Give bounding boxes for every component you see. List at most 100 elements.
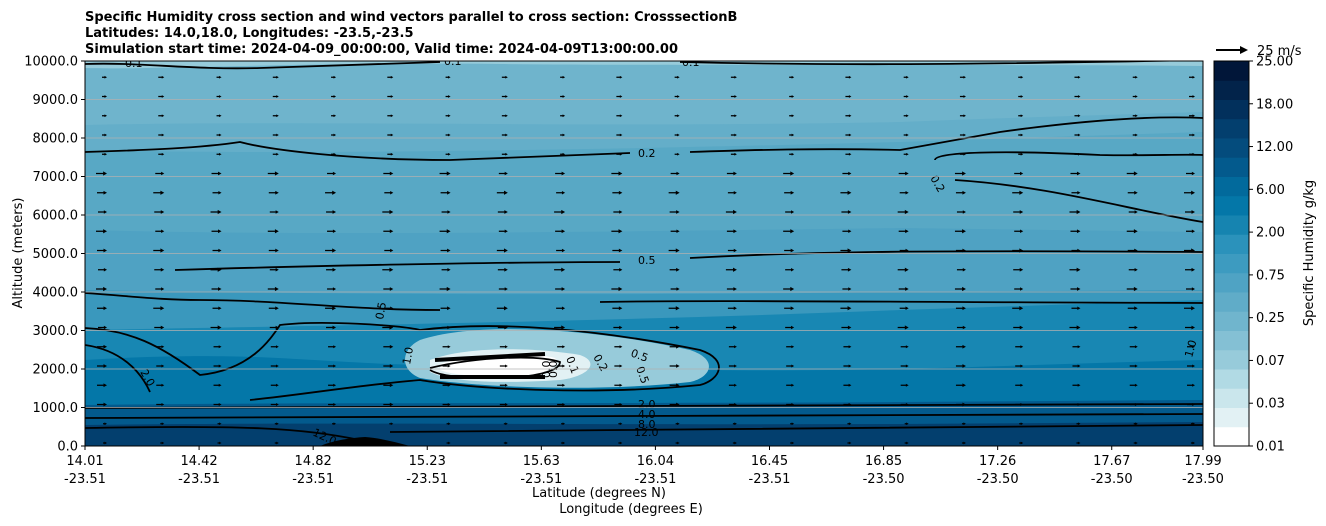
wind-vector [1184,306,1195,311]
wind-vector [783,229,795,234]
wind-vector [160,441,165,445]
wind-vector [725,267,737,272]
contour-label: 0.5 [633,365,651,386]
wind-vector [726,171,737,176]
wind-vector [900,383,909,387]
wind-vector [611,229,623,234]
wind-vector [332,422,337,426]
contour-label: 0.1 [125,57,143,70]
wind-vector [611,171,623,176]
wind-vector [1019,441,1024,445]
wind-vector [790,441,795,445]
wind-vector [156,345,165,349]
wind-vector [217,441,222,445]
wind-vector [726,287,737,291]
wind-vector [1014,171,1024,176]
wind-vector [556,306,566,310]
x-tick-lon: -23.50 [1182,472,1224,487]
wind-vector [730,114,737,118]
wind-vector [784,190,795,195]
colorbar-tick-label: 12.00 [1256,140,1293,155]
wind-vector [270,364,279,368]
wind-vector [789,114,795,118]
wind-vector [614,345,623,349]
wind-vector [1072,345,1081,349]
x-tick-lat: 14.82 [295,454,332,469]
wind-vector [1191,422,1195,426]
colorbar-block [1214,407,1249,428]
wind-vector [211,229,222,234]
wind-vector [841,267,852,272]
wind-vector [158,152,165,156]
wind-vector [383,229,394,234]
colorbar-block [1214,330,1249,351]
wind-vector [268,190,279,195]
wind-vector [327,171,337,176]
wind-vector [1018,75,1024,79]
wind-vector [668,306,680,311]
wind-vector [845,75,852,79]
wind-vector [845,133,852,137]
wind-vector [730,95,737,98]
wind-vector [442,402,451,407]
wind-vector [900,364,909,368]
contour-label: 0.5 [638,254,656,267]
colorbar-block [1214,234,1249,254]
wind-vector [155,171,165,176]
x-axis-label-latitude: Latitude (degrees N) [532,486,666,501]
y-tick-label: 7000.0 [33,170,79,185]
wind-vector [1129,345,1138,349]
wind-vector [1014,229,1024,233]
wind-vector [383,287,394,291]
wind-vector [445,152,451,156]
quiver-key-label: 25 m/s [1257,44,1302,59]
x-tick-lon: -23.51 [292,472,334,487]
wind-vector [503,422,508,426]
wind-vector [843,364,852,368]
wind-vector [616,114,623,118]
wind-vector [442,345,451,349]
contour-1.0 [85,322,720,401]
wind-vector [213,364,222,368]
colorbar-tick-label: 0.03 [1256,397,1285,412]
wind-vector [618,422,623,426]
wind-vector [96,286,107,292]
wind-vector [272,95,279,98]
wind-vector [328,402,337,407]
x-tick-lat: 14.01 [66,454,103,469]
colorbar-block [1214,253,1249,274]
wind-vector [847,422,852,426]
wind-vector [847,441,852,445]
colorbar-block [1214,369,1249,389]
wind-vector [1015,345,1024,349]
contour-label: 8.0 [638,418,656,431]
wind-vector [555,171,566,176]
wind-vector [612,248,623,253]
wind-vector [272,133,279,137]
wind-vector [1072,364,1081,368]
contour-0.1-left [85,61,441,70]
wind-vector [496,306,508,311]
wind-vector [501,95,508,98]
wind-vector [1186,229,1195,233]
wind-vector [216,152,222,156]
colorbar [1214,61,1249,447]
wind-vector [956,268,966,272]
wind-vector [1074,133,1081,137]
wind-vector [331,114,337,118]
wind-vector [272,75,279,79]
wind-vector [1189,114,1195,118]
wind-vector [326,267,337,272]
wind-vector [612,306,623,311]
wind-vector [1018,95,1024,98]
wind-vector [501,152,508,156]
wind-vector [96,171,107,176]
plot-area: 0.2 0.5 2.0 4.0 8.0 12.0 0.1 0.1 0.1 0.2… [85,57,1203,446]
wind-vector [842,229,852,233]
wind-vector [1128,268,1138,272]
x-axis: 14.01 -23.51 14.42 -23.51 14.82 -23.51 15.23 -2… [64,446,1224,487]
wind-vector [1012,306,1024,311]
wind-vector [614,383,623,387]
wind-vector [213,345,222,349]
wind-vector [97,402,107,407]
